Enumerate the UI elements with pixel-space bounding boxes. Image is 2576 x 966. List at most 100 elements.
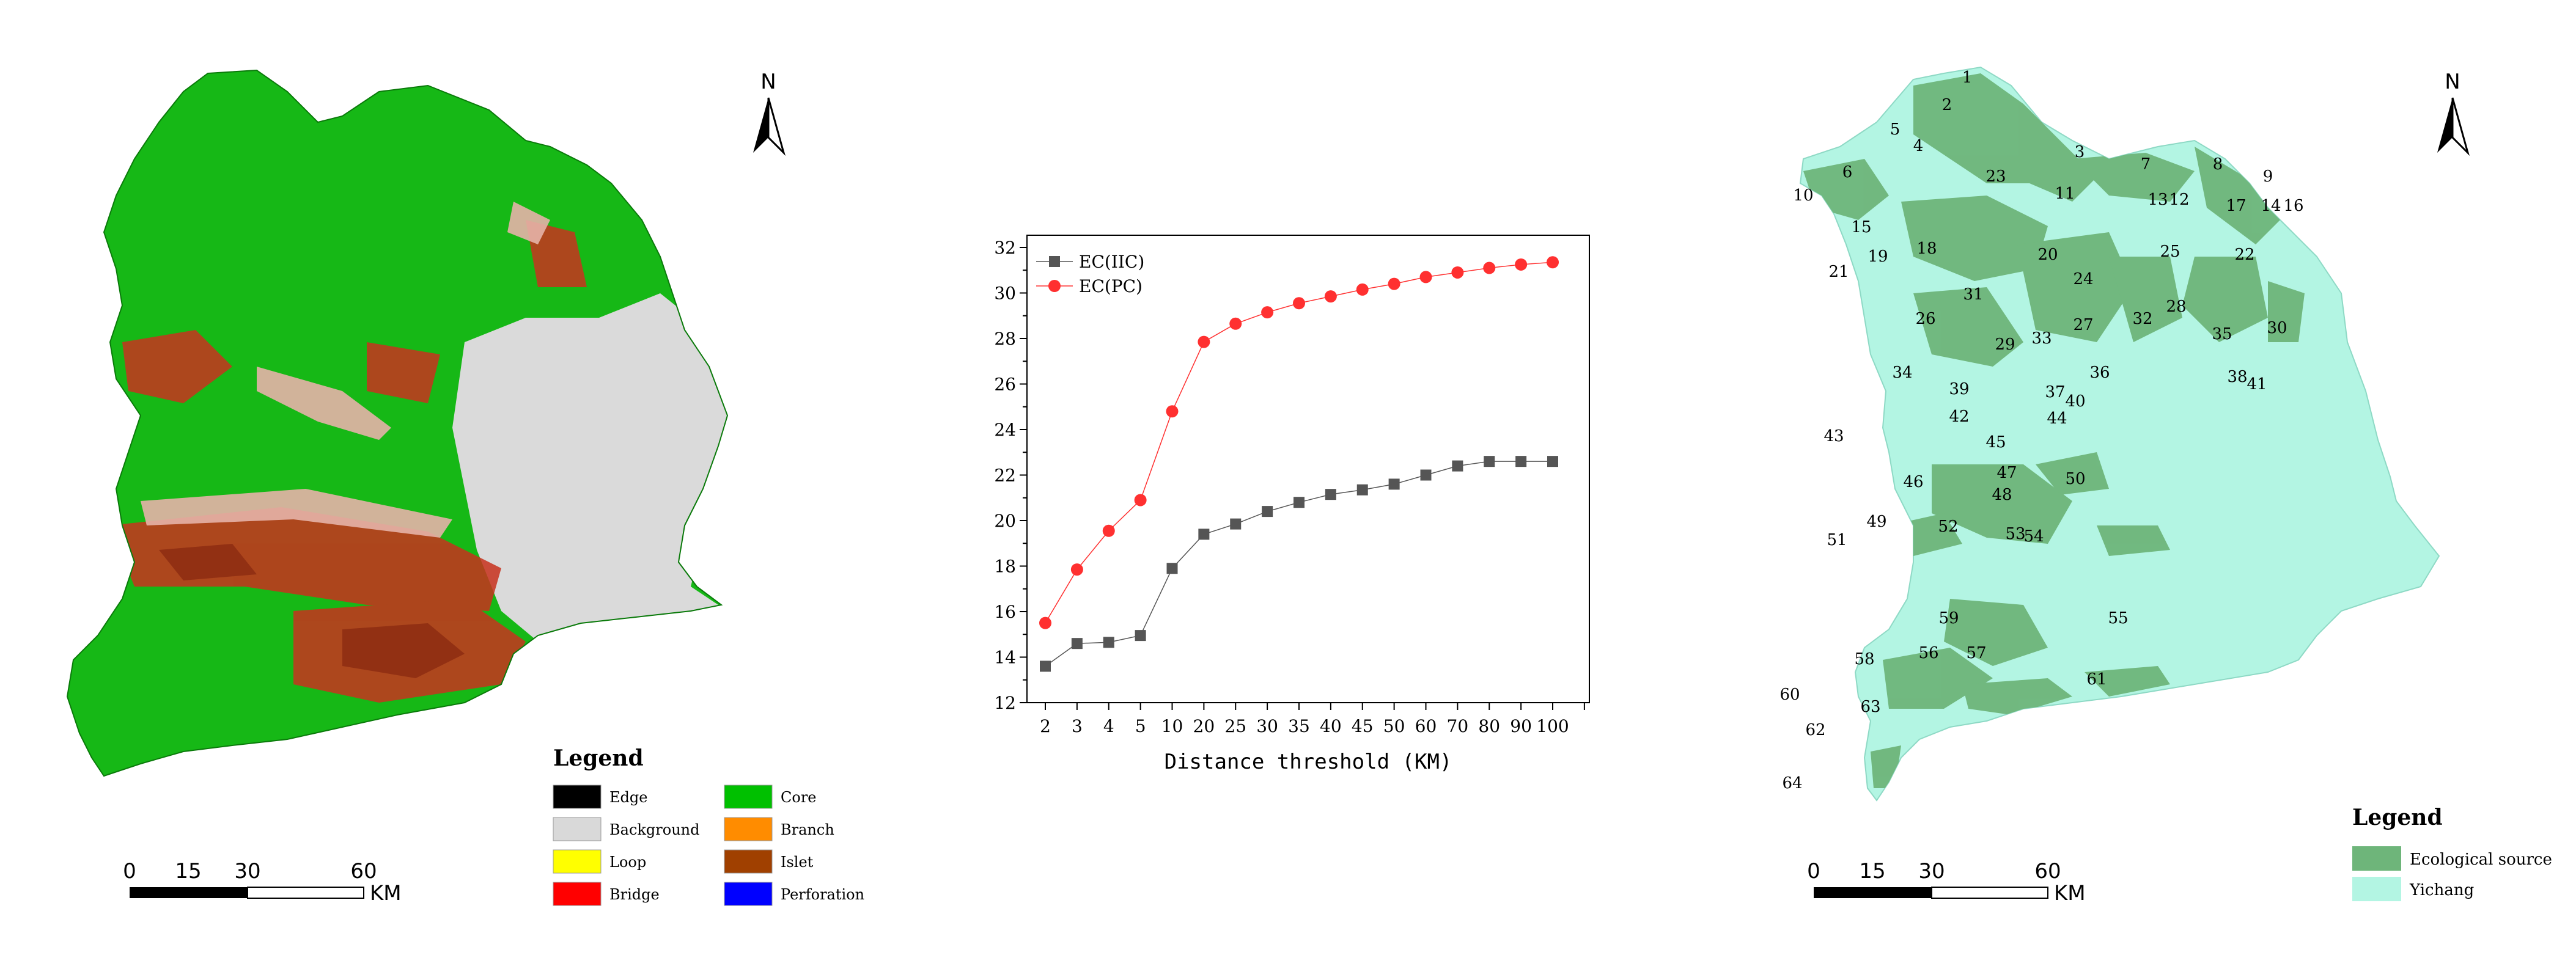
- data-point-ec-iic-: [1325, 489, 1336, 500]
- legend-label-ec-iic-: EC(IIC): [1079, 252, 1144, 272]
- data-point-ec-iic-: [1484, 456, 1495, 467]
- legend-title: Legend: [553, 745, 644, 771]
- data-point-ec-iic-: [1420, 469, 1432, 481]
- morphology-raster: [67, 70, 727, 776]
- x-tick-label: 3: [1072, 716, 1083, 736]
- legend-marker-ec-iic-: [1049, 256, 1060, 267]
- legend-label-edge: Edge: [609, 789, 647, 806]
- north-arrow: N: [753, 70, 786, 156]
- data-point-ec-pc-: [1102, 524, 1115, 537]
- data-point-ec-pc-: [1515, 258, 1528, 271]
- patch-label-34: 34: [1892, 364, 1912, 382]
- patch-label-2: 2: [1942, 96, 1952, 114]
- ecological-source-patches: [1803, 73, 2305, 788]
- data-point-ec-iic-: [1230, 518, 1242, 530]
- patch-label-30: 30: [2267, 319, 2287, 337]
- data-point-ec-pc-: [1324, 290, 1337, 303]
- data-point-ec-pc-: [1198, 335, 1210, 348]
- x-tick-label: 4: [1103, 716, 1114, 736]
- svg-text:KM: KM: [370, 881, 402, 906]
- patch-label-63: 63: [1860, 698, 1880, 716]
- series-layer: [1039, 256, 1559, 672]
- scale-bar-right: 0 15 30 60 KM: [1807, 859, 2085, 906]
- svg-text:N: N: [2445, 70, 2460, 94]
- legend-title-right: Legend: [2352, 805, 2443, 830]
- svg-text:30: 30: [1918, 859, 1945, 884]
- x-tick-label: 70: [1447, 716, 1469, 736]
- legend-swatch-loop: [553, 849, 602, 874]
- patch-label-4: 4: [1913, 137, 1924, 155]
- data-point-ec-iic-: [1040, 660, 1051, 672]
- x-tick-label: 40: [1320, 716, 1342, 736]
- legend-label-ec-pc-: EC(PC): [1079, 276, 1143, 296]
- source-legend: Legend Ecological source Yichang: [2352, 805, 2552, 901]
- data-point-ec-iic-: [1071, 638, 1083, 649]
- data-point-ec-iic-: [1388, 478, 1400, 490]
- x-axis-label: Distance threshold (KM): [1165, 750, 1452, 774]
- ecological-source-map-panel: 1 2 3 4 5 6 7 8 9 10 11 12 13 14 15 16 17 18 19 20 21 22 23 24 2…: [1730, 0, 2576, 964]
- morphology-map-panel: N Legend Edge Core Background Branch Loop Isl…: [0, 0, 886, 964]
- patch-label-7: 7: [2141, 155, 2151, 174]
- data-point-ec-iic-: [1294, 497, 1305, 508]
- patch-label-18: 18: [1916, 240, 1937, 258]
- patch-label-21: 21: [1828, 263, 1849, 281]
- data-point-ec-pc-: [1419, 271, 1432, 284]
- data-point-ec-pc-: [1451, 266, 1464, 279]
- patch-label-20: 20: [2037, 246, 2058, 264]
- patch-label-44: 44: [2047, 409, 2067, 428]
- patch-label-32: 32: [2132, 310, 2152, 328]
- legend-label-islet: Islet: [781, 854, 814, 871]
- patch-label-64: 64: [1782, 774, 1802, 792]
- scale-bar: 0 15 30 60 KM: [123, 859, 401, 906]
- legend-label-background: Background: [609, 821, 700, 838]
- patch-label-6: 6: [1842, 163, 1853, 181]
- data-point-ec-pc-: [1070, 563, 1083, 576]
- legend-label-perforation: Perforation: [781, 886, 864, 903]
- patch-label-55: 55: [2108, 609, 2128, 628]
- patch-label-39: 39: [1949, 380, 1969, 398]
- patch-label-56: 56: [1918, 644, 1938, 662]
- x-tick-label: 90: [1510, 716, 1532, 736]
- x-tick-label: 5: [1135, 716, 1146, 736]
- morphology-legend: Legend Edge Core Background Branch Loop Islet…: [553, 745, 864, 906]
- patch-label-57: 57: [1966, 644, 1986, 662]
- patch-label-58: 58: [1854, 650, 1874, 668]
- data-point-ec-pc-: [1134, 494, 1147, 507]
- y-tick-label: 16: [994, 602, 1016, 622]
- patch-label-13: 13: [2147, 191, 2168, 209]
- patch-label-16: 16: [2283, 197, 2303, 215]
- legend-label-loop: Loop: [609, 854, 646, 871]
- x-tick-label: 60: [1415, 716, 1437, 736]
- patch-label-17: 17: [2226, 197, 2246, 215]
- data-point-ec-pc-: [1261, 306, 1274, 319]
- legend-label-bridge: Bridge: [609, 886, 660, 903]
- data-point-ec-iic-: [1515, 456, 1527, 467]
- patch-label-43: 43: [1823, 427, 1844, 445]
- svg-text:0: 0: [1807, 859, 1820, 884]
- north-arrow-right: N: [2437, 70, 2470, 156]
- x-tick-label: 10: [1161, 716, 1183, 736]
- data-point-ec-pc-: [1166, 405, 1179, 418]
- patch-label-27: 27: [2073, 316, 2093, 334]
- svg-text:30: 30: [234, 859, 260, 884]
- data-point-ec-pc-: [1356, 283, 1369, 296]
- y-tick-label: 28: [994, 329, 1016, 349]
- patch-label-25: 25: [2160, 243, 2180, 261]
- legend-label-core: Core: [781, 789, 817, 806]
- patch-label-33: 33: [2031, 329, 2052, 348]
- y-tick-label: 26: [994, 375, 1016, 395]
- patch-label-59: 59: [1938, 609, 1959, 628]
- patch-label-60: 60: [1779, 686, 1800, 704]
- y-tick-label: 14: [994, 648, 1016, 668]
- patch-label-48: 48: [1992, 486, 2012, 504]
- svg-text:15: 15: [175, 859, 201, 884]
- chart-legend: EC(IIC) EC(PC): [1036, 252, 1144, 296]
- data-point-ec-pc-: [1039, 617, 1051, 629]
- patch-label-42: 42: [1949, 408, 1969, 426]
- patch-label-15: 15: [1851, 218, 1871, 236]
- patch-label-8: 8: [2213, 155, 2223, 174]
- patch-label-35: 35: [2212, 325, 2232, 343]
- svg-text:KM: KM: [2054, 881, 2086, 906]
- y-tick-label: 30: [994, 284, 1016, 304]
